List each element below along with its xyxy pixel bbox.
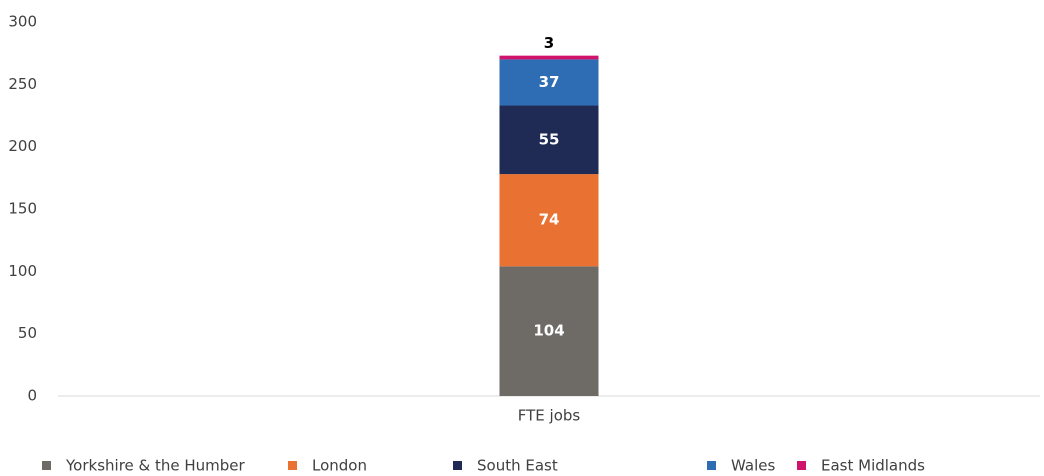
- data-label: 3: [544, 34, 554, 52]
- bar-segment: [499, 55, 599, 60]
- y-tick-label: 100: [8, 262, 37, 280]
- y-tick-label: 150: [8, 200, 37, 218]
- y-tick-label: 0: [27, 387, 37, 405]
- bar-segment: [499, 174, 599, 267]
- legend-marker: [707, 461, 716, 470]
- y-tick-label: 200: [8, 137, 37, 155]
- legend-marker: [453, 461, 462, 470]
- legend-label: Yorkshire & the Humber: [65, 457, 246, 475]
- y-tick-label: 250: [8, 75, 37, 93]
- x-tick-label: FTE jobs: [518, 407, 581, 425]
- y-tick-label: 50: [18, 324, 37, 342]
- legend-label: East Midlands: [821, 457, 925, 475]
- legend-label: London: [312, 457, 367, 475]
- legend-label: South East: [477, 457, 558, 475]
- y-tick-label: 300: [8, 13, 37, 31]
- legend-marker: [797, 461, 806, 470]
- bar-segment: [499, 266, 599, 396]
- data-label: 55: [539, 130, 560, 148]
- legend-marker: [288, 461, 297, 470]
- bar-segment: [499, 105, 599, 175]
- data-label: 37: [539, 73, 560, 91]
- bar-segment: [499, 59, 599, 106]
- legend-label: Wales: [731, 457, 775, 475]
- data-label: 74: [539, 211, 560, 229]
- legend-marker: [42, 461, 51, 470]
- data-label: 104: [533, 322, 564, 340]
